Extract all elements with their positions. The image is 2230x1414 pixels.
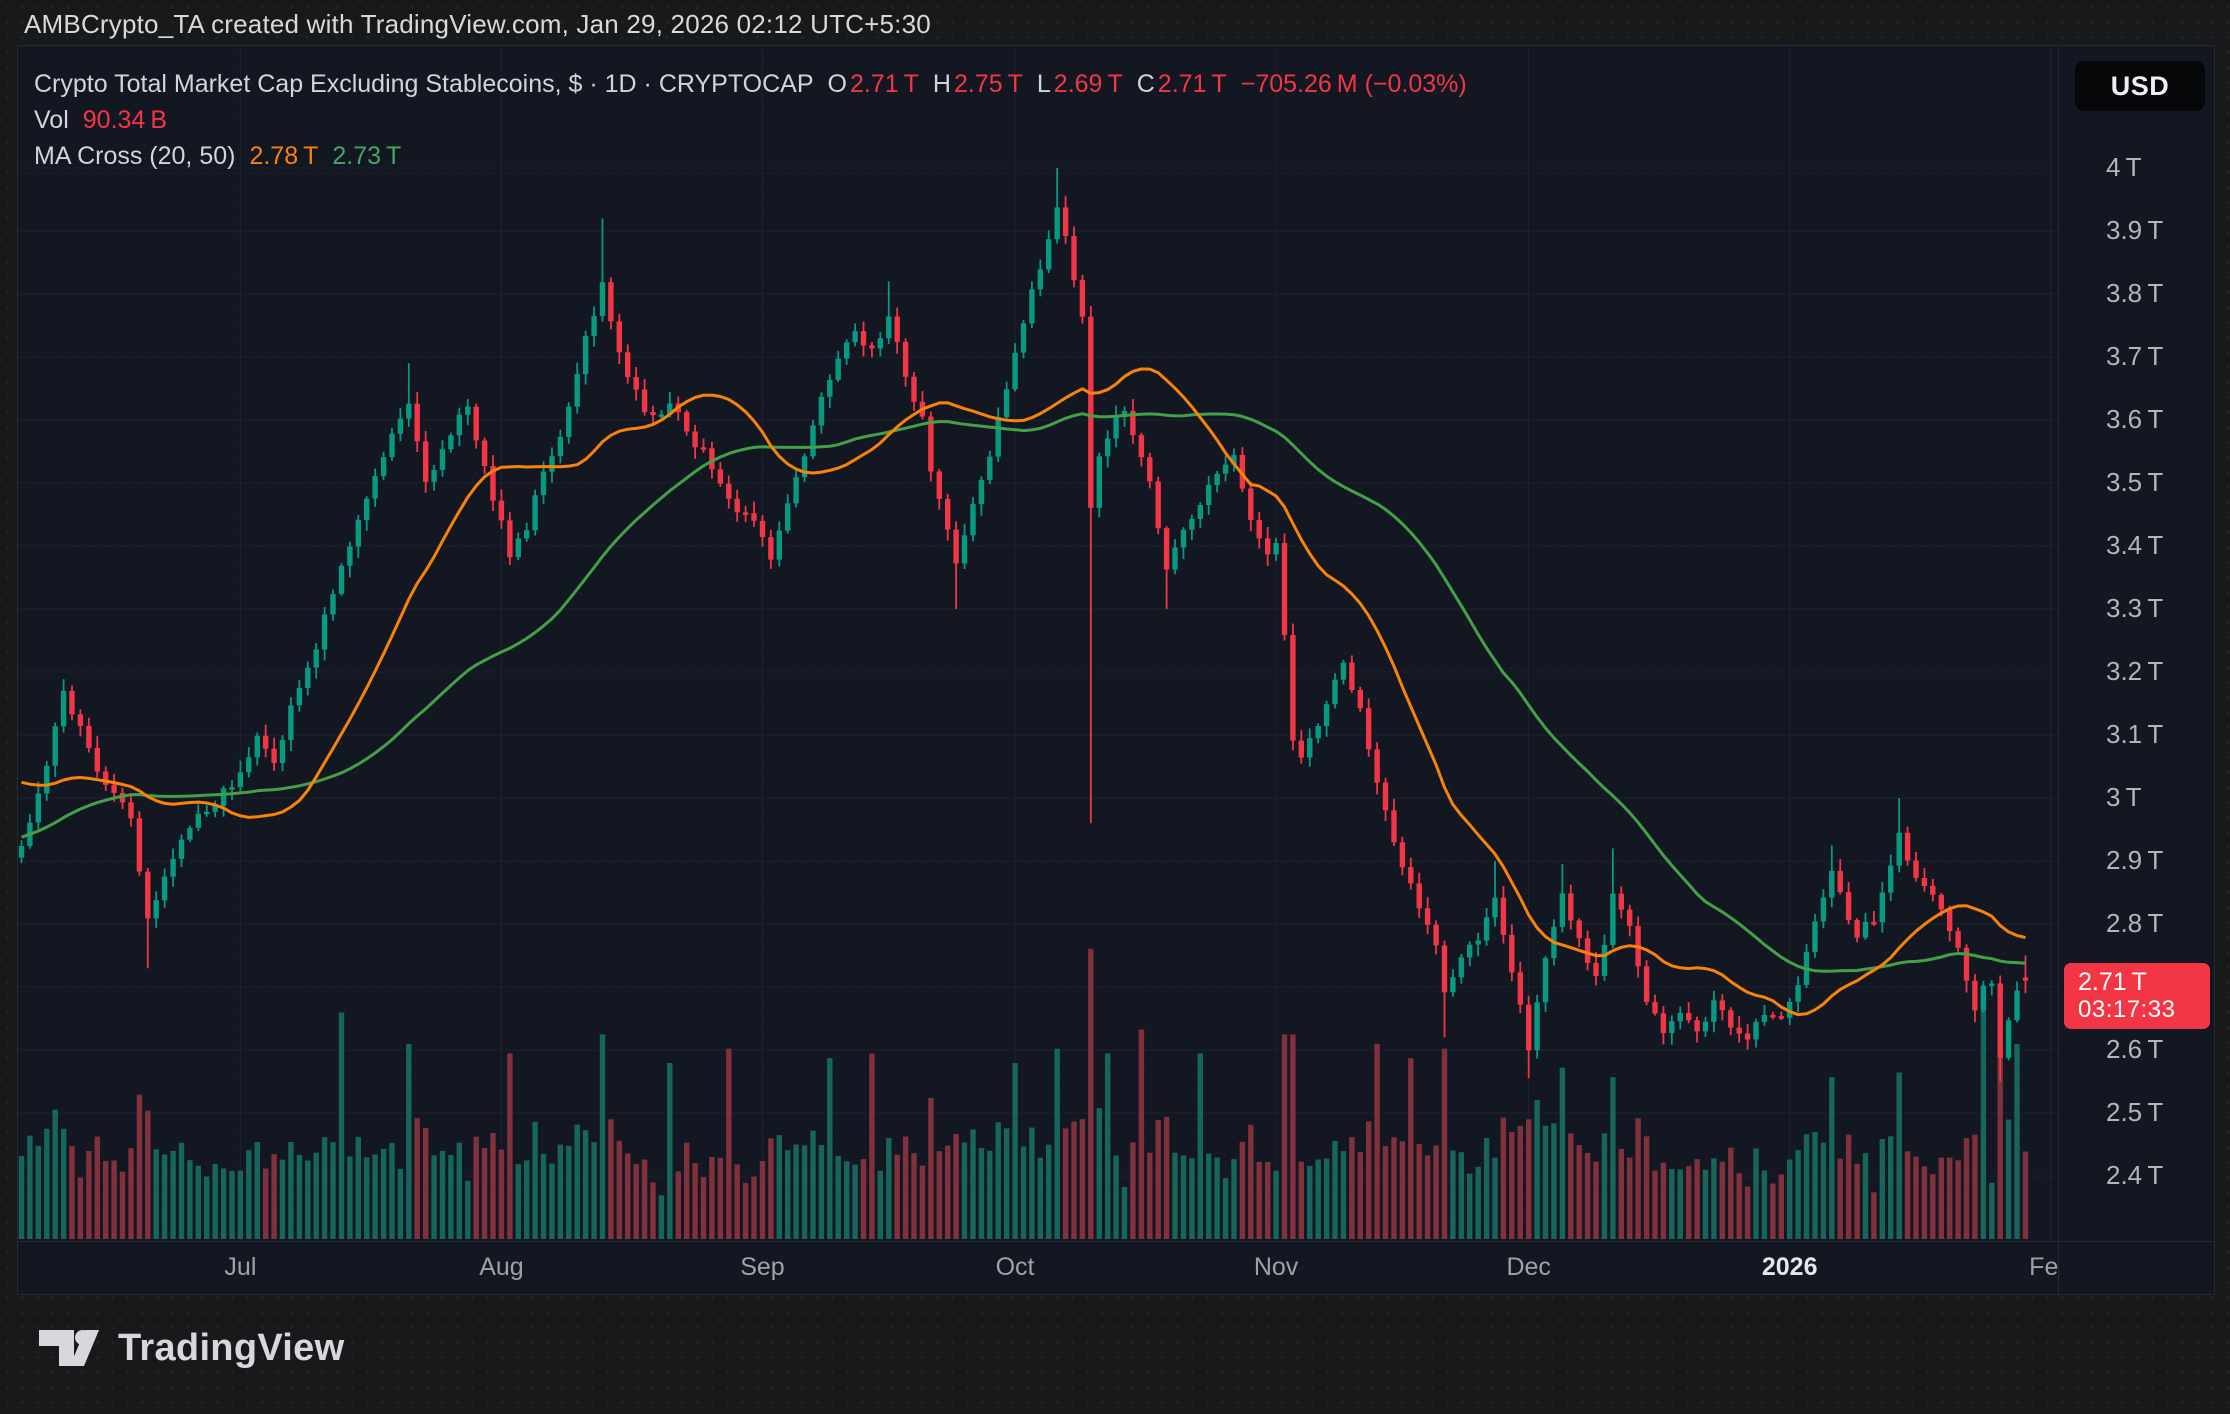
time-tick-label: Nov [1253,1253,1299,1281]
chart-panel: Crypto Total Market Cap Excluding Stable… [17,45,2215,1295]
candles-layer [18,168,2029,1082]
attribution-text: AMBCrypto_TA created with TradingView.co… [24,9,931,39]
time-tick-label: 2026 [1761,1253,1818,1281]
price-tick-label: 3.8 T [2106,278,2164,308]
time-axis[interactable]: Jul Aug Sep Oct Nov Dec 2026 Feb [18,1242,2058,1293]
grid-lines [18,46,2058,1241]
tradingview-brand-text: TradingView [118,1326,345,1369]
time-tick-label: Oct [995,1253,1035,1281]
price-tick-label: 3 T [2106,782,2142,812]
price-tick-label: 2.6 T [2106,1034,2164,1064]
time-tick-label: Feb [2029,1253,2058,1281]
last-price-badge: 2.71 T 03:17:33 [2064,963,2210,1029]
tradingview-logo[interactable]: TradingView [38,1324,344,1372]
price-tick-label: 3.9 T [2106,215,2164,245]
price-tick-label: 3.5 T [2106,467,2164,497]
tradingview-logo-icon [38,1324,100,1372]
price-tick-label: 3.4 T [2106,530,2164,560]
time-tick-label: Dec [1506,1253,1551,1281]
ma-cross-lines [21,367,2026,1017]
price-tick-label: 3.7 T [2106,341,2164,371]
price-tick-label: 3.1 T [2106,719,2164,749]
price-tick-label: 2.5 T [2106,1097,2164,1127]
last-price-value: 2.71 T [2078,968,2147,996]
time-tick-label: Sep [740,1253,785,1281]
time-tick-label: Jul [224,1253,257,1281]
volume-bars-layer [18,948,2029,1239]
price-tick-label: 2.4 T [2106,1160,2164,1190]
price-chart-canvas[interactable] [18,46,2214,1294]
price-tick-label: 2.9 T [2106,845,2164,875]
currency-toggle-button[interactable]: USD [2075,61,2205,111]
price-tick-label: 3.2 T [2106,656,2164,686]
time-tick-label: Aug [479,1253,524,1281]
price-tick-label: 2.8 T [2106,908,2164,938]
price-tick-label: 4 T [2106,152,2142,182]
bar-countdown-timer: 03:17:33 [2078,996,2176,1023]
price-tick-label: 3.3 T [2106,593,2164,623]
price-axis[interactable]: 2.4 T 2.5 T 2.6 T 2.8 T 2.9 T 3 T 3.1 T 3.2 T 3.… [2059,46,2214,1241]
price-tick-label: 3.6 T [2106,404,2164,434]
